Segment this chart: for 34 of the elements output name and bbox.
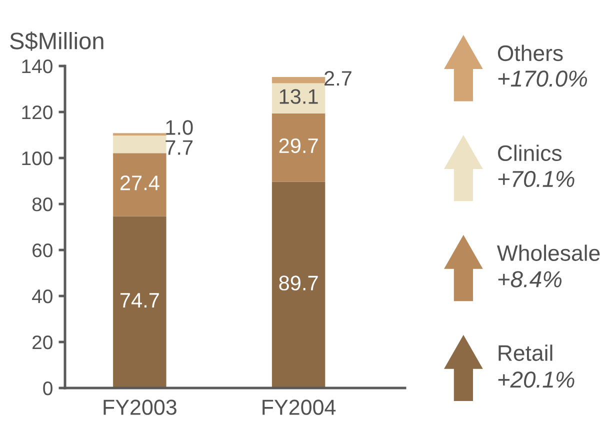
y-tick-label: 0 [43,381,52,396]
bar [113,153,166,216]
text: +20.1% [498,371,574,388]
data-label: 89.7 [279,276,318,290]
text: Clinics [498,144,562,162]
text: +170.0% [498,70,588,87]
data-label: 13.1 [280,89,318,104]
text: Wholesale [496,244,600,261]
text: Others [498,44,563,62]
text: +8.4% [498,271,562,288]
y-axis-title: S$Million [10,32,104,51]
y-tick-label: 40 [32,289,52,304]
bar [272,83,326,114]
x-tick-label: FY2003 [104,400,176,415]
y-tick-label: 120 [22,105,52,120]
y-tick-label: 100 [22,151,52,166]
bar [272,77,326,84]
data-label: 27.4 [120,176,160,190]
data-label: 1.0 [166,120,193,135]
y-tick-label: 140 [22,59,52,74]
data-label: 74.7 [120,293,159,308]
y-tick-label: 60 [32,243,52,258]
bar [272,113,326,182]
data-label: 2.7 [324,70,352,86]
bar [113,216,166,388]
bar [272,182,326,388]
y-tick-label: 80 [32,197,52,212]
bar [113,135,166,154]
data-label: 29.7 [279,138,318,154]
data-label: 7.7 [166,140,193,155]
text: +70.1% [498,170,574,188]
text: Retail [498,344,552,361]
x-tick-label: FY2004 [262,400,336,415]
y-tick-label: 20 [32,335,52,350]
